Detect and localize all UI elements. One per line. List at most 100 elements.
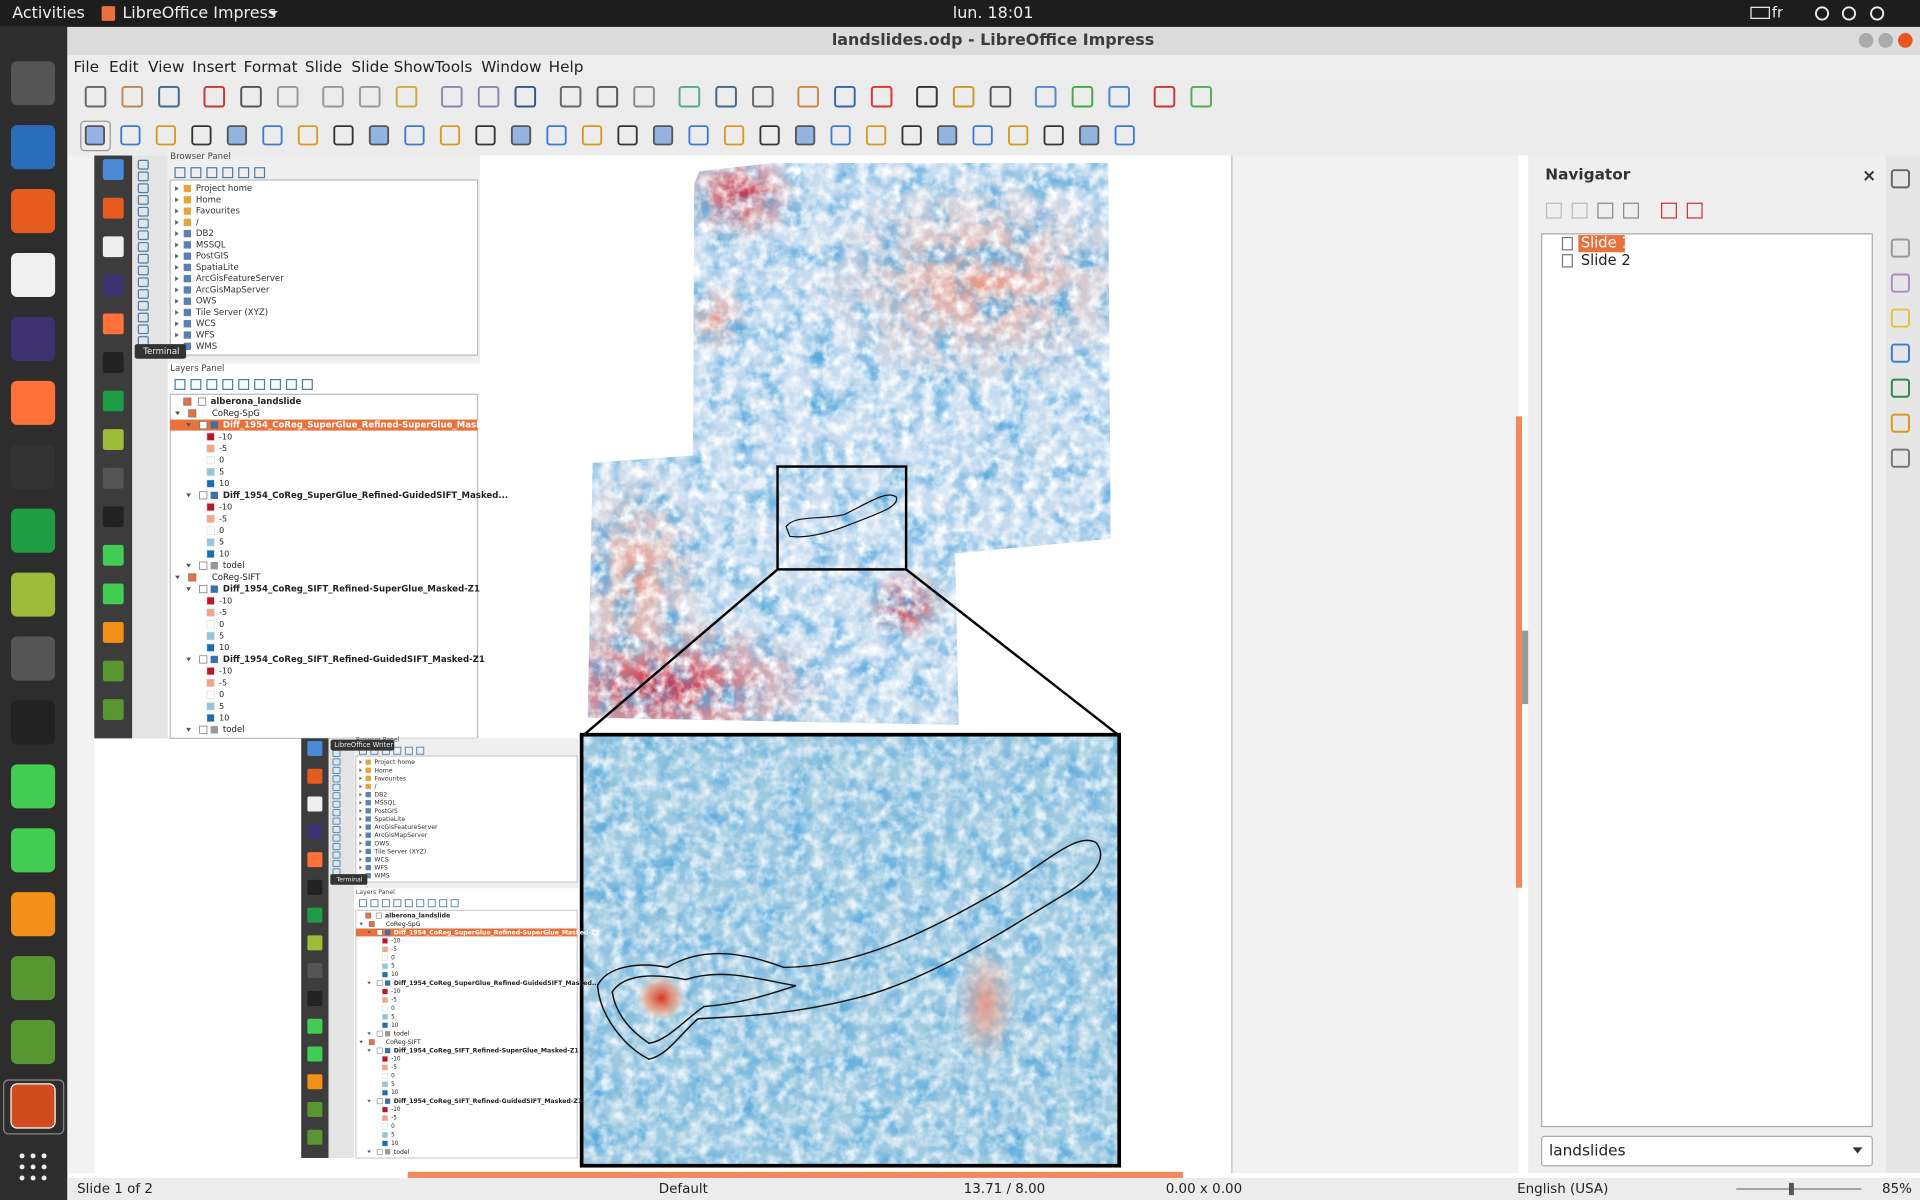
sidebar-icon[interactable]: [1890, 169, 1910, 189]
qgis-launcher-icon[interactable]: [307, 907, 323, 923]
toolbar-button[interactable]: [84, 125, 106, 146]
toolbar-button[interactable]: [203, 85, 226, 108]
menu-item[interactable]: Tools: [434, 58, 473, 76]
dock-icon[interactable]: [11, 1020, 56, 1065]
checkbox[interactable]: [376, 1030, 383, 1037]
qgis-launcher-icon[interactable]: [307, 824, 323, 840]
browser-item[interactable]: MSSQL: [196, 240, 226, 250]
browser-item[interactable]: SpatiaLite: [374, 816, 405, 823]
qgis-tool-icon[interactable]: [137, 312, 149, 323]
layer-group[interactable]: CoReg-SIFT: [212, 573, 261, 583]
qgis-tool-icon[interactable]: [332, 766, 341, 774]
layers-tool[interactable]: [393, 899, 402, 908]
layers-tool[interactable]: [416, 899, 425, 908]
toolbar-button[interactable]: [952, 85, 975, 108]
layers-tool[interactable]: [381, 899, 390, 908]
dock-icon[interactable]: [11, 444, 56, 489]
qgis-launcher-icon[interactable]: [307, 990, 323, 1006]
browser-item[interactable]: /: [196, 218, 199, 228]
menu-item[interactable]: File: [73, 58, 99, 76]
toolbar-button[interactable]: [559, 85, 582, 108]
dock-icon[interactable]: [11, 892, 56, 937]
toolbar-button[interactable]: [477, 85, 500, 108]
toolbar-button[interactable]: [723, 125, 745, 146]
layer-name[interactable]: todel: [394, 1149, 410, 1156]
menu-item[interactable]: Window: [481, 58, 541, 76]
browser-item[interactable]: OWS: [374, 840, 389, 847]
system-icon[interactable]: [1870, 6, 1885, 21]
qgis-tool-icon[interactable]: [137, 171, 149, 182]
qgis-tool-icon[interactable]: [137, 324, 149, 335]
browser-item[interactable]: ArcGisFeatureServer: [374, 824, 438, 831]
layer-group[interactable]: CoReg-SpG: [386, 921, 421, 928]
toolbar-button[interactable]: [617, 125, 638, 146]
dock-icon[interactable]: [11, 380, 56, 425]
qgis-tool-icon[interactable]: [332, 775, 341, 783]
navigator-tool[interactable]: [1597, 202, 1614, 219]
menu-item[interactable]: Slide Show: [351, 58, 434, 76]
checkbox[interactable]: [365, 912, 372, 919]
layer-name[interactable]: Diff_1954_CoReg_SuperGlue_Refined-Guided…: [394, 980, 599, 987]
browser-item[interactable]: Project home: [196, 184, 252, 194]
toolbar-button[interactable]: [475, 125, 496, 146]
qgis-launcher-icon[interactable]: [102, 352, 124, 373]
qgis-launcher-icon[interactable]: [307, 741, 323, 756]
keyboard-layout[interactable]: fr: [1772, 4, 1784, 21]
dock-icon[interactable]: [11, 764, 56, 809]
layers-tool[interactable]: [222, 378, 234, 390]
window-control[interactable]: [1858, 33, 1874, 48]
qgis-tool-icon[interactable]: [332, 817, 341, 825]
layer-name[interactable]: Diff_1954_CoReg_SIFT_Refined-GuidedSIFT_…: [223, 655, 485, 665]
toolbar-button[interactable]: [633, 85, 655, 108]
toolbar-button[interactable]: [514, 85, 537, 108]
checkbox[interactable]: [368, 921, 375, 927]
browser-item[interactable]: Favourites: [374, 775, 406, 782]
qgis-launcher-icon[interactable]: [307, 935, 323, 951]
dock-icon[interactable]: [11, 572, 56, 617]
zoom-thumb[interactable]: [1788, 1182, 1794, 1196]
qgis-launcher-icon[interactable]: [102, 390, 124, 412]
sidebar-icon[interactable]: [1890, 448, 1910, 468]
dock-icon[interactable]: [11, 252, 56, 298]
browser-item[interactable]: WCS: [374, 857, 388, 864]
panel-splitter[interactable]: [1522, 630, 1530, 705]
browser-item[interactable]: /: [374, 784, 377, 791]
toolbar-button[interactable]: [395, 85, 418, 108]
layer-name[interactable]: Diff_1954_CoReg_SuperGlue_Refined-Guided…: [223, 491, 508, 501]
toolbar-button[interactable]: [870, 85, 893, 108]
layers-tool[interactable]: [238, 378, 250, 390]
qgis-launcher-icon[interactable]: [102, 429, 124, 450]
browser-item[interactable]: Tile Server (XYZ): [195, 308, 268, 318]
qgis-tool-icon[interactable]: [332, 834, 341, 842]
checkbox[interactable]: [376, 980, 383, 986]
toolbar-button[interactable]: [368, 125, 390, 146]
checkbox[interactable]: [199, 655, 208, 664]
qgis-tool-icon[interactable]: [137, 242, 149, 252]
qgis-launcher-icon[interactable]: [102, 159, 124, 180]
browser-item[interactable]: WFS: [374, 865, 388, 872]
toolbar-button[interactable]: [262, 125, 283, 146]
toolbar-button[interactable]: [901, 125, 922, 146]
browser-tool[interactable]: [238, 167, 250, 179]
browser-item[interactable]: Favourites: [196, 207, 241, 217]
layer-name[interactable]: Diff_1954_CoReg_SIFT_Refined-SuperGlue_M…: [223, 585, 480, 595]
toolbar-button[interactable]: [581, 125, 603, 146]
browser-item[interactable]: SpatiaLite: [196, 263, 239, 273]
qgis-tool-icon[interactable]: [137, 183, 149, 194]
menu-item[interactable]: View: [148, 58, 184, 76]
browser-tool[interactable]: [190, 167, 202, 179]
toolbar-button[interactable]: [916, 85, 938, 108]
layers-tool[interactable]: [439, 899, 448, 908]
document-dropdown[interactable]: [1541, 1135, 1873, 1167]
layers-tool[interactable]: [450, 899, 459, 908]
dock-icon[interactable]: [11, 125, 56, 170]
layer-name[interactable]: todel: [223, 561, 245, 571]
clock[interactable]: lun. 18:01: [953, 3, 1034, 22]
toolbar-button[interactable]: [1114, 125, 1135, 146]
qgis-launcher-icon[interactable]: [307, 796, 323, 812]
qgis-launcher-icon[interactable]: [307, 879, 323, 895]
toolbar-button[interactable]: [972, 125, 993, 146]
status-zoom[interactable]: 85%: [1882, 1182, 1912, 1197]
dock-icon[interactable]: [11, 636, 56, 681]
toolbar-button[interactable]: [1190, 85, 1212, 108]
